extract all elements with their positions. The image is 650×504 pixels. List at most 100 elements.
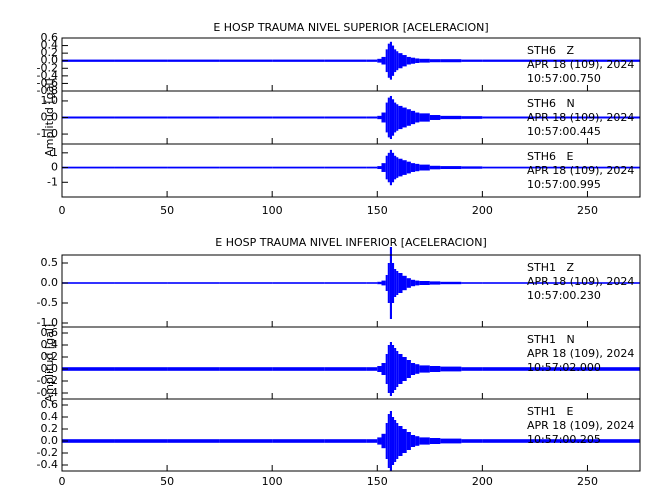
y-tick-label: -1 [47,175,58,188]
trace-envelope [429,281,441,285]
trace-envelope [398,354,403,384]
station-label: STH6 Z [527,44,574,57]
trace-envelope [398,273,403,293]
trace-envelope [219,367,273,371]
trace-envelope [387,97,390,138]
y-tick-label: 1.0 [41,94,59,107]
y-axis-label: Amplitud [gal] [43,324,56,402]
y-axis-label: Amplitud [gal] [43,78,56,156]
trace-envelope [381,280,386,286]
trace-envelope [406,278,411,288]
station-label: STH6 N [527,97,575,110]
trace-envelope [377,58,382,63]
date-label: APR 18 (109), 2024 [527,275,634,288]
trace-envelope [534,367,588,371]
trace-envelope [366,439,378,443]
trace-envelope [415,163,420,172]
trace-envelope [324,59,367,62]
y-tick-label: -0.2 [37,374,58,387]
station-label: STH1 E [527,405,573,418]
x-tick-label: 150 [367,204,388,217]
x-tick-label: 100 [262,204,283,217]
trace-envelope [272,59,325,62]
trace-envelope [410,435,416,447]
trace-envelope [461,116,483,119]
trace-envelope [219,116,273,119]
y-tick-label: -1.0 [37,316,58,329]
y-tick-label: 0.2 [41,350,59,363]
y-tick-label: 0.5 [41,256,59,269]
station-label: STH1 Z [527,261,574,274]
trace-envelope [219,59,273,62]
trace-envelope [415,280,420,286]
trace-envelope [410,279,416,287]
y-tick-label: 0 [51,161,58,174]
trace-envelope [62,166,115,169]
trace-envelope [587,282,640,284]
trace-envelope [377,115,382,120]
y-tick-label: -0.4 [37,69,58,82]
trace-envelope [62,116,115,119]
x-tick-label: 250 [577,475,598,488]
trace-envelope [429,165,441,170]
trace-envelope [219,166,273,169]
date-label: APR 18 (109), 2024 [527,164,634,177]
trace-envelope [387,263,390,303]
trace-envelope [410,57,416,64]
trace-envelope [324,282,367,284]
trace-envelope [391,152,395,183]
trace-envelope [391,417,395,465]
trace-envelope [419,365,430,373]
trace-envelope [406,432,411,450]
trace-envelope [406,56,411,65]
trace-envelope [410,163,416,172]
y-tick-label: -0.4 [37,386,58,399]
trace-envelope [429,366,441,372]
trace-envelope [167,59,220,62]
y-tick-label: 0.0 [41,276,59,289]
trace-envelope [415,364,420,374]
trace-envelope [381,363,386,375]
y-tick-label: -1.0 [37,127,58,140]
trace-envelope [114,116,168,119]
x-tick-label: 150 [367,475,388,488]
trace-envelope [461,282,483,284]
trace-envelope [391,263,395,303]
x-tick-label: 100 [262,475,283,488]
trace-envelope [440,59,462,63]
date-label: APR 18 (109), 2024 [527,111,634,124]
y-tick-label: 0.0 [41,434,59,447]
x-tick-label: 200 [472,204,493,217]
time-label: 10:57:00.445 [527,125,601,138]
trace-envelope [394,420,397,462]
x-tick-label: 200 [472,475,493,488]
trace-envelope [419,58,430,63]
trace-envelope [272,439,325,443]
trace-envelope [62,282,115,284]
trace-envelope [415,112,420,123]
trace-envelope [167,166,220,169]
trace-envelope [377,366,382,372]
trace-envelope [366,59,378,62]
time-label: 10:57:02.000 [527,361,601,374]
trace-envelope [381,112,386,123]
trace-envelope [385,354,388,384]
trace-envelope [377,281,382,285]
y-tick-label: 0.0 [41,54,59,67]
x-tick-label: 0 [59,475,66,488]
trace-envelope [324,166,367,169]
trace-envelope [62,59,115,62]
trace-envelope [398,426,403,456]
y-tick-label: 0.6 [41,326,59,339]
trace-envelope [419,164,430,171]
trace-envelope [324,367,367,371]
trace-envelope [389,41,392,80]
time-label: 10:57:00.205 [527,433,601,446]
trace-envelope [402,107,407,128]
trace-envelope [440,438,462,444]
x-tick-label: 0 [59,204,66,217]
y-tick-label: 0.2 [41,46,59,59]
y-tick-label: -0.2 [37,446,58,459]
plot-frame [61,398,641,472]
trace-envelope [391,45,395,76]
